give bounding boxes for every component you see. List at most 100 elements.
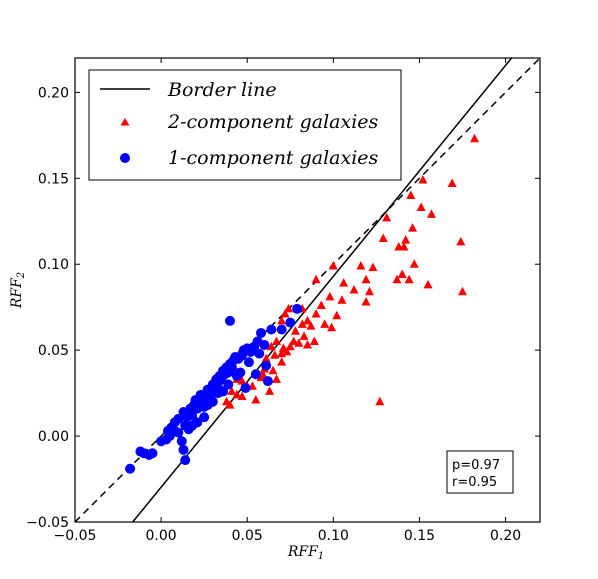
two-component-point [261, 353, 271, 363]
one-component-point [199, 412, 210, 423]
one-component-point [173, 427, 184, 438]
two-component-point [280, 309, 290, 318]
two-component-point [311, 309, 321, 318]
one-component-point [292, 303, 303, 314]
one-component-point [212, 388, 223, 399]
one-component-point [250, 369, 261, 380]
two-component-point [456, 236, 466, 246]
stats-box-frame [446, 450, 514, 494]
x-tick-label: 0.10 [318, 528, 349, 544]
stats-r-value: r=0.95 [452, 475, 497, 490]
one-component-point [147, 448, 158, 459]
two-component-point [277, 315, 287, 325]
two-component-point [416, 202, 426, 212]
two-component-point [361, 274, 371, 284]
plot-frame [74, 57, 541, 523]
stats-box: p=0.97 r=0.95 [446, 450, 514, 494]
one-component-point [125, 463, 136, 474]
two-component-point [265, 386, 275, 395]
border-line [132, 58, 513, 522]
two-component-point [316, 300, 326, 309]
one-component-point [266, 324, 277, 335]
two-component-point [332, 310, 342, 320]
two-component-point [299, 331, 309, 340]
one-component-point [254, 348, 265, 359]
y-tick-label: −0.05 [26, 515, 69, 531]
legend-label-one-component: 1-component galaxies [168, 147, 379, 169]
two-component-point [361, 297, 371, 306]
one-component-point [259, 339, 270, 350]
y-tick-label: 0.15 [38, 171, 69, 187]
two-component-point [365, 286, 374, 296]
two-component-point [409, 259, 419, 268]
y-tick-label: 0.05 [38, 343, 69, 359]
one-component-point [135, 446, 146, 457]
legend-circle-marker [120, 153, 130, 163]
one-component-point [240, 382, 251, 393]
two-component-point [404, 274, 414, 284]
one-component-point [169, 417, 180, 428]
legend: Border line 2-component galaxies 1-compo… [88, 69, 402, 181]
two-component-point [297, 319, 307, 328]
two-component-point [349, 285, 359, 294]
x-axis-label: RFF1 [287, 544, 324, 562]
one-component-point [276, 324, 287, 335]
two-component-point [289, 336, 299, 346]
x-tick-label: 0.00 [146, 528, 177, 544]
one-component-point [164, 431, 175, 442]
y-tick-label: 0.20 [38, 85, 69, 101]
y-tick-label: 0.00 [38, 429, 69, 445]
two-component-point [268, 365, 278, 375]
one-component-point [243, 357, 254, 368]
two-component-point [227, 386, 237, 395]
x-tick-label: 0.15 [404, 528, 435, 544]
one-component-point [225, 315, 235, 326]
two-component-point [290, 326, 300, 335]
two-component-point [270, 350, 280, 359]
two-component-point [277, 348, 287, 358]
two-component-point [423, 279, 433, 289]
two-component-point [284, 303, 294, 313]
two-component-point [311, 274, 321, 284]
legend-label-two-component: 2-component galaxies [167, 111, 379, 133]
y-axis-ticks: −0.05 0.00 0.05 0.10 0.15 0.20 [26, 85, 540, 531]
two-component-point [356, 260, 366, 270]
two-component-point [327, 322, 337, 332]
two-component-point [232, 389, 242, 399]
one-component-point [231, 370, 242, 381]
two-component-point [320, 319, 330, 328]
x-tick-label: 0.20 [490, 528, 521, 544]
two-component-point [303, 315, 312, 325]
two-component-point [325, 291, 335, 301]
one-component-point [285, 317, 296, 328]
legend-triangle-marker [120, 118, 130, 126]
two-component-point [408, 223, 418, 232]
x-axis-ticks: −0.05 0.00 0.05 0.10 0.15 0.20 [54, 58, 521, 544]
one-component-point [223, 379, 234, 390]
two-component-point [306, 321, 316, 330]
two-component-point [303, 339, 312, 349]
two-component-point [272, 336, 281, 346]
two-component-point [266, 341, 276, 351]
one-component-point [176, 436, 187, 447]
legend-label-border-line: Border line [167, 79, 277, 101]
two-component-point [277, 357, 287, 366]
two-component-point [375, 396, 385, 406]
two-component-point [394, 242, 404, 251]
two-component-point [382, 212, 392, 222]
two-component-point [368, 262, 378, 272]
two-component-point [470, 133, 480, 143]
two-component-point [222, 396, 232, 406]
y-tick-label: 0.10 [38, 257, 69, 273]
two-component-point [427, 209, 436, 218]
one-component-point [187, 410, 198, 421]
two-component-point [397, 269, 407, 279]
two-component-point [337, 295, 347, 304]
two-component-point [392, 274, 402, 284]
x-tick-label: 0.05 [232, 528, 263, 544]
stats-p-value: p=0.97 [452, 458, 500, 473]
one-component-point [262, 376, 273, 387]
one-component-point [180, 420, 191, 431]
two-component-point [418, 175, 428, 184]
